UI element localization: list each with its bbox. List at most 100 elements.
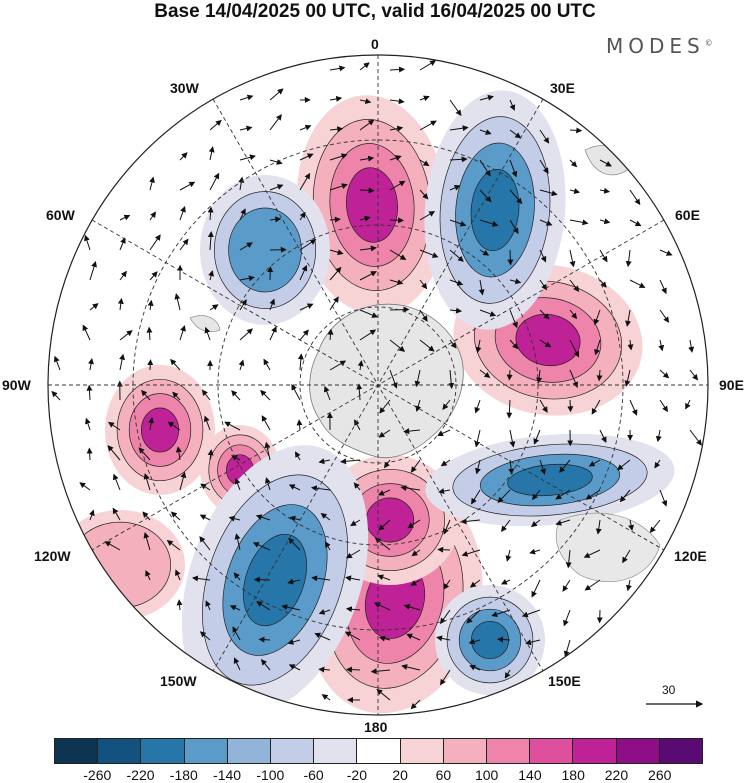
wind-arrow xyxy=(291,383,301,401)
wind-arrow xyxy=(569,159,578,168)
wind-arrow xyxy=(203,415,211,431)
wind-arrow xyxy=(569,219,589,226)
wind-arrow xyxy=(149,271,158,281)
wind-arrow xyxy=(256,601,271,611)
wind-arrow xyxy=(439,669,451,686)
wind-arrow xyxy=(479,129,492,135)
wind-arrow xyxy=(229,605,241,611)
wind-arrow xyxy=(531,489,541,501)
wind-arrow xyxy=(410,459,421,473)
wind-arrow xyxy=(311,575,331,582)
wind-arrow xyxy=(200,483,211,491)
wind-arrow xyxy=(419,309,428,322)
wind-arrow xyxy=(321,694,331,701)
wind-arrow xyxy=(370,668,391,675)
wind-arrow xyxy=(508,459,515,475)
wind-arrow xyxy=(108,421,121,431)
wind-arrow xyxy=(359,98,372,105)
wind-arrow xyxy=(207,449,214,461)
wind-arrow xyxy=(509,278,522,285)
wind-arrow xyxy=(389,66,406,73)
wind-arrow xyxy=(269,298,276,311)
wind-arrow xyxy=(84,234,91,251)
anomaly-contour xyxy=(470,168,520,252)
wind-arrow xyxy=(234,533,241,551)
wind-arrow xyxy=(264,477,271,491)
wind-arrow xyxy=(596,369,603,382)
wind-arrow xyxy=(507,249,514,266)
wind-arrow xyxy=(599,218,611,225)
wind-arrow xyxy=(82,324,91,341)
wind-arrow xyxy=(478,279,485,296)
wind-arrow xyxy=(79,482,91,491)
wind-arrow xyxy=(659,309,670,323)
wind-arrow xyxy=(419,249,439,258)
wind-arrow xyxy=(443,519,451,535)
wind-arrow xyxy=(232,626,241,641)
wind-arrow xyxy=(401,664,421,671)
wind-arrow xyxy=(359,245,377,252)
colorbar-tick-label: -260 xyxy=(83,767,112,783)
wind-arrow xyxy=(199,631,211,641)
wind-arrow xyxy=(437,546,451,553)
wind-arrow xyxy=(119,214,131,221)
wind-arrow xyxy=(224,421,241,431)
wind-arrow xyxy=(288,664,301,671)
wind-arrow xyxy=(539,459,546,475)
wind-arrow xyxy=(469,579,481,588)
colorbar-tick-label: -60 xyxy=(303,767,324,783)
wind-arrow xyxy=(475,339,482,354)
wind-arrow xyxy=(318,666,331,673)
wind-arrow xyxy=(449,156,468,163)
colorbar-segment xyxy=(98,739,142,763)
wind-arrow xyxy=(539,219,553,226)
wind-arrow xyxy=(491,609,511,618)
lon-label-60w: 60W xyxy=(46,207,75,223)
wind-arrow xyxy=(437,429,451,437)
wind-arrow xyxy=(207,206,214,221)
wind-arrow xyxy=(565,549,572,569)
wind-arrow xyxy=(209,119,222,131)
wind-arrow xyxy=(170,511,181,521)
wind-arrow xyxy=(563,639,571,658)
wind-arrow xyxy=(389,339,406,352)
wind-arrow xyxy=(449,185,461,191)
lon-label-30e: 30E xyxy=(550,80,575,96)
wind-arrow xyxy=(588,459,601,467)
wind-arrow xyxy=(172,391,181,401)
wind-arrow xyxy=(359,271,377,281)
wind-arrow xyxy=(209,172,220,191)
wind-arrow xyxy=(205,600,211,611)
wind-arrow xyxy=(231,390,241,401)
colorbar-labels: -260 -220 -180 -140 -100 -60 -20 20 60 100 140 180 2… xyxy=(54,767,703,783)
wind-arrow xyxy=(585,489,601,500)
wind-arrow xyxy=(625,579,632,592)
wind-arrow xyxy=(296,419,303,431)
wind-arrow xyxy=(410,699,421,710)
colorbar-tick-label: -180 xyxy=(169,767,198,783)
wind-arrow xyxy=(104,541,121,551)
wind-arrow xyxy=(329,126,344,133)
wind-arrow xyxy=(359,329,377,341)
lon-label-0: 0 xyxy=(371,36,379,52)
wind-arrow xyxy=(539,159,549,174)
colorbar-tick-label: 180 xyxy=(561,767,585,783)
wind-arrow xyxy=(509,99,516,111)
wind-arrow xyxy=(530,519,541,528)
wind-arrow xyxy=(149,176,155,191)
wind-arrow xyxy=(479,219,499,227)
wind-arrow xyxy=(166,540,181,551)
wind-arrow xyxy=(119,270,127,281)
wind-arrow xyxy=(407,519,421,529)
wind-arrow xyxy=(449,219,467,227)
wind-arrow xyxy=(359,155,375,162)
wind-arrow xyxy=(299,303,314,311)
wind-arrow xyxy=(228,515,241,522)
wind-arrow xyxy=(509,339,519,350)
wind-arrow xyxy=(327,328,334,341)
wind-arrow xyxy=(299,264,308,281)
wind-arrow xyxy=(419,211,436,221)
wind-arrow xyxy=(269,184,284,191)
wind-arrow xyxy=(373,602,391,611)
